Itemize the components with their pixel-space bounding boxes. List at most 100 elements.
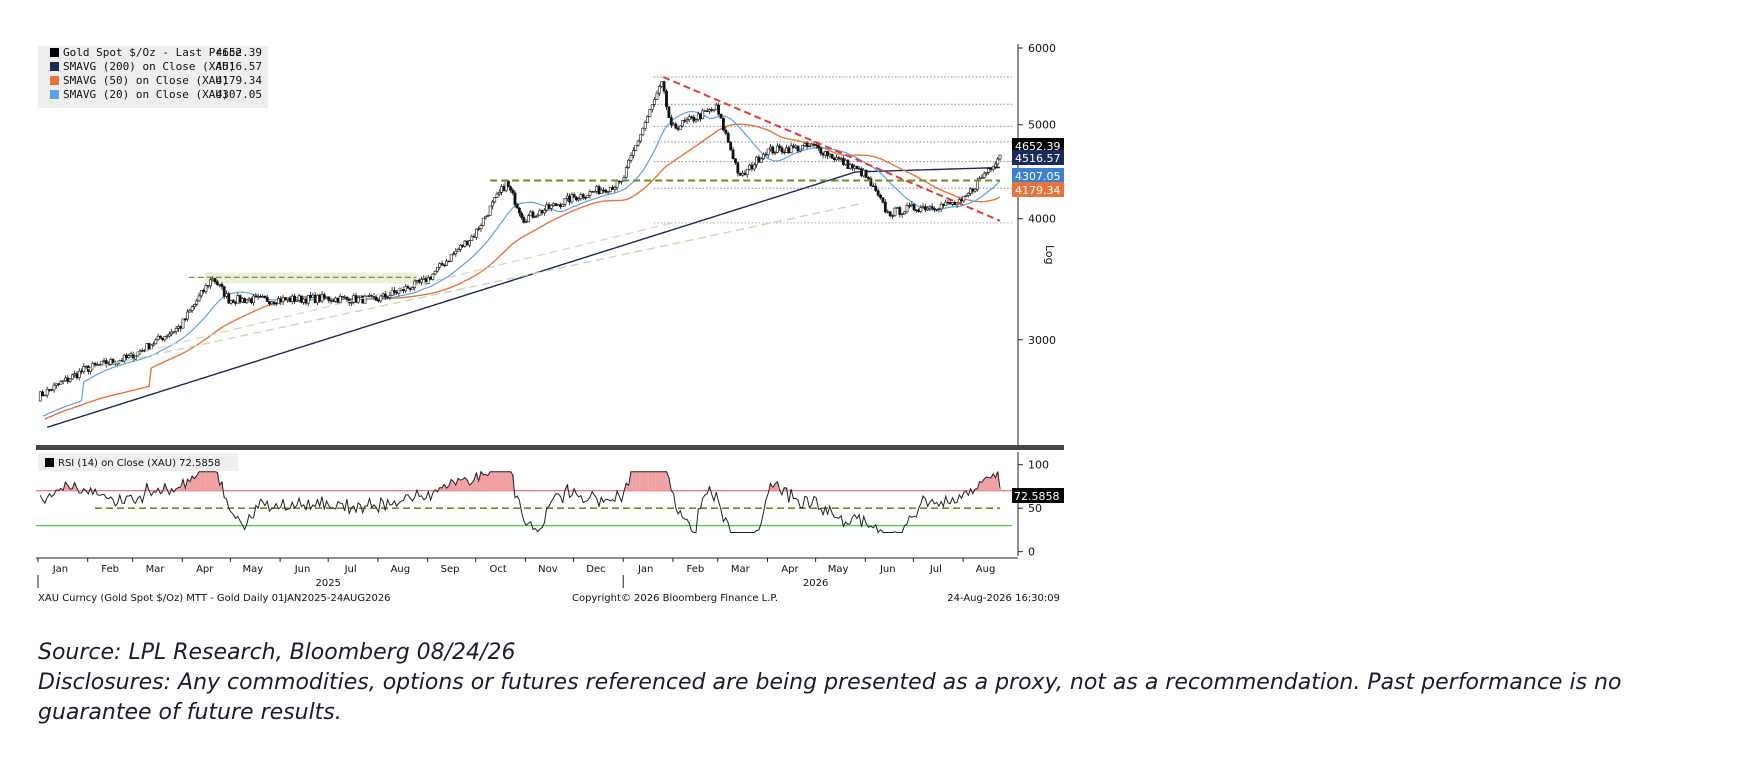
price-candle-body [127, 355, 131, 358]
price-candle-body [436, 266, 439, 272]
price-candle-body [513, 192, 517, 205]
price-candle-body [479, 225, 483, 230]
price-candle-body [300, 295, 303, 303]
price-candle-body [572, 194, 576, 198]
price-candle-body [617, 180, 621, 183]
price-candle-body [787, 147, 791, 154]
price-candle-body [249, 298, 253, 304]
price-candle-body [302, 298, 306, 303]
price-candle-body [964, 195, 968, 197]
price-candle-body [855, 165, 859, 169]
price-candle-body [764, 153, 768, 156]
price-candle-body [604, 189, 608, 193]
price-candle-body [738, 172, 742, 176]
price-candle-body [714, 104, 718, 111]
price-candle-body [750, 164, 754, 170]
rsi-tick-label: 50 [1028, 502, 1042, 515]
price-candle-body [547, 204, 551, 209]
price-candle-body [338, 296, 342, 303]
price-candle-body [318, 294, 322, 302]
price-candle-body [174, 328, 178, 332]
price-candle-body [261, 295, 265, 298]
price-candle-body [168, 333, 171, 337]
price-candle-body [657, 86, 661, 94]
sma200-path [46, 166, 1001, 428]
price-candle-body [627, 159, 631, 168]
price-candle-body [962, 196, 966, 202]
price-candle-body [708, 109, 711, 112]
price-candle-body [320, 294, 324, 302]
price-tick-label: 4000 [1028, 213, 1056, 226]
price-candle-body [823, 151, 827, 156]
price-candle-body [231, 300, 235, 303]
price-candle-body [581, 194, 585, 198]
price-candle-body [543, 209, 546, 214]
price-candle-body [570, 194, 574, 203]
price-candle-body [905, 205, 909, 213]
price-candle-body [368, 295, 371, 297]
price-candle-body [181, 318, 185, 329]
price-candle-body [334, 297, 338, 302]
price-candle-body [923, 206, 927, 211]
price-candle-body [136, 351, 140, 357]
x-month-label: Sep [441, 564, 460, 575]
price-candle-body [413, 280, 417, 288]
price-candle-body [803, 143, 807, 146]
price-candle-body [526, 215, 530, 223]
price-candle-body [327, 296, 331, 301]
price-candle-body [839, 158, 843, 160]
price-candle-body [309, 295, 312, 298]
price-candle-body [998, 154, 1002, 160]
price-candle-body [939, 203, 943, 210]
price-candle-body [540, 209, 544, 214]
price-tag-box [1012, 168, 1064, 183]
price-candle-body [910, 204, 914, 206]
price-candle-body [493, 197, 497, 203]
price-candle-body [577, 198, 581, 201]
price-candle-body [209, 279, 212, 287]
price-candle-body [719, 113, 723, 119]
rising-trend-line-2 [132, 222, 674, 355]
price-candle-body [712, 109, 716, 111]
price-candle-body [218, 283, 222, 286]
price-candle-body [147, 343, 151, 350]
price-candle-body [757, 156, 761, 163]
price-candle-body [325, 296, 329, 299]
legend-value: 4307.05 [216, 88, 262, 101]
price-candle-body [969, 188, 972, 194]
price-candle-body [408, 287, 412, 290]
price-candle-body [179, 326, 183, 329]
legend-label: SMAVG (50) on Close (XAU) [63, 74, 229, 87]
price-candle-body [495, 193, 499, 198]
price-candle-body [481, 217, 485, 226]
price-candle-body [886, 211, 890, 213]
price-tag-value: 4307.05 [1015, 170, 1061, 183]
price-candle-body [57, 383, 61, 385]
price-candle-body [290, 295, 294, 302]
price-candle-body [930, 206, 934, 209]
price-candle-body [554, 203, 558, 207]
rsi-tick-label: 100 [1028, 459, 1049, 472]
price-candle-body [641, 127, 645, 136]
price-candle-body [38, 391, 42, 402]
price-candle-body [597, 186, 601, 194]
price-candle-body [470, 236, 474, 241]
price-candle-body [465, 240, 469, 246]
price-candle-body [322, 294, 326, 299]
x-month-label: Jan [52, 564, 68, 575]
price-candle-body [599, 189, 603, 194]
price-candle-body [876, 190, 880, 196]
price-candle-body [648, 109, 652, 117]
price-candle-body [778, 145, 782, 149]
price-candle-body [392, 290, 396, 293]
price-candle-body [104, 360, 108, 365]
price-candle-body [908, 205, 911, 207]
price-tag-box [1012, 150, 1064, 165]
price-candle-body [236, 295, 240, 304]
price-tick-label: 5000 [1028, 119, 1056, 132]
price-candle-body [989, 168, 993, 170]
price-axis-ticks: 3000 4000 5000 6000 [1018, 42, 1056, 347]
x-month-label: Feb [101, 564, 119, 575]
x-month-label: Dec [586, 564, 605, 575]
